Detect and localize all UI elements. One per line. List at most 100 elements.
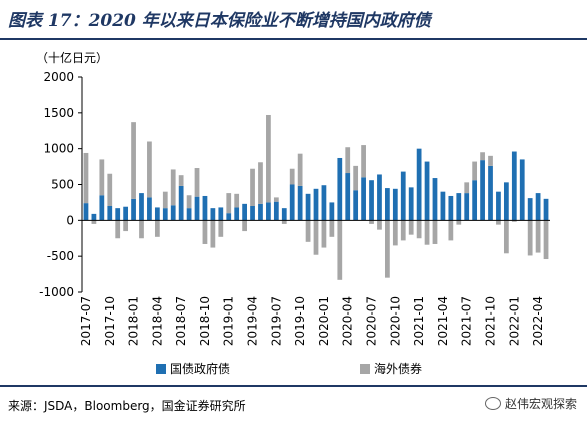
bar-overseas-bond — [385, 220, 390, 278]
bar-govt-bond — [186, 208, 192, 221]
x-tick-label: 2018-07 — [174, 296, 188, 346]
x-tick-label: 2019-07 — [269, 296, 283, 346]
bar-govt-bond — [400, 171, 406, 221]
bar-overseas-bond — [99, 159, 105, 196]
page-title: 图表 17：2020 年以来日本保险业不断增持国内政府债 — [8, 11, 431, 31]
y-unit-label: （十亿日元） — [36, 50, 108, 65]
bar-overseas-bond — [107, 173, 113, 206]
bar-overseas-bond — [139, 220, 144, 239]
bar-govt-bond — [543, 198, 549, 221]
bar-govt-bond — [329, 202, 335, 221]
bar-overseas-bond — [162, 191, 168, 209]
bar-govt-bond — [99, 195, 105, 221]
bar-govt-bond — [392, 188, 398, 221]
bar-overseas-bond — [503, 220, 509, 254]
bar-govt-bond — [440, 191, 446, 221]
title-bar: 图表 17：2020 年以来日本保险业不断增持国内政府债 — [0, 0, 587, 40]
bar-govt-bond — [83, 203, 89, 221]
y-tick-label: 1500 — [43, 106, 74, 120]
legend-label: 国债政府债 — [170, 361, 230, 376]
x-tick-label: 2022-01 — [507, 296, 521, 346]
source-bar: 来源：JSDA，Bloomberg，国金证券研究所 赵伟宏观探索 — [0, 385, 587, 423]
bar-govt-bond — [448, 195, 454, 221]
bar-govt-bond — [480, 160, 485, 221]
bar-overseas-bond — [178, 175, 184, 186]
bar-govt-bond — [170, 205, 176, 221]
bar-overseas-bond — [543, 220, 549, 260]
bar-overseas-bond — [527, 220, 533, 256]
bar-govt-bond — [154, 207, 160, 221]
bar-overseas-bond — [432, 220, 438, 244]
bar-overseas-bond — [337, 220, 343, 280]
x-tick-label: 2021-01 — [412, 296, 426, 346]
bar-overseas-bond — [369, 220, 374, 224]
bar-overseas-bond — [186, 195, 192, 209]
bar-govt-bond — [519, 159, 525, 221]
bar-govt-bond — [266, 202, 271, 221]
bar-govt-bond — [345, 173, 351, 221]
bar-govt-bond — [503, 182, 509, 221]
bar-overseas-bond — [250, 168, 255, 206]
x-tick-label: 2020-04 — [341, 296, 355, 346]
bar-overseas-bond — [535, 220, 541, 253]
bar-overseas-bond — [480, 152, 485, 161]
bar-overseas-bond — [448, 220, 454, 241]
bar-govt-bond — [131, 198, 136, 221]
bar-overseas-bond — [496, 220, 501, 225]
bar-overseas-bond — [456, 220, 462, 225]
bar-govt-bond — [385, 188, 390, 221]
bar-govt-bond — [162, 208, 168, 221]
chart: （十亿日元） -1000 -500 0 500 1000 1500 2000 2017-07 20… — [36, 50, 550, 376]
x-tick-label: 2021-04 — [436, 296, 450, 346]
x-tick-label: 2022-04 — [531, 296, 545, 346]
bar-overseas-bond — [226, 193, 232, 214]
bar-overseas-bond — [170, 169, 176, 206]
x-tick-label: 2017-07 — [79, 296, 93, 346]
bar-govt-bond — [535, 193, 541, 221]
bar-govt-bond — [464, 193, 470, 221]
bar-overseas-bond — [154, 220, 160, 237]
bar-overseas-bond — [234, 193, 240, 208]
bar-govt-bond — [313, 188, 319, 221]
bar-overseas-bond — [194, 168, 200, 197]
bar-govt-bond — [258, 203, 263, 221]
bar-overseas-bond — [424, 220, 430, 245]
bar-govt-bond — [210, 208, 216, 221]
x-tick-label: 2019-10 — [293, 296, 307, 346]
bar-govt-bond — [281, 208, 287, 221]
bar-govt-bond — [527, 198, 533, 221]
x-tick-label: 2018-10 — [198, 296, 212, 346]
bar-govt-bond — [488, 165, 493, 221]
bar-govt-bond — [139, 193, 144, 221]
bar-govt-bond — [242, 203, 247, 221]
bar-overseas-bond — [266, 114, 271, 203]
bar-govt-bond — [496, 191, 501, 221]
bar-overseas-bond — [329, 220, 335, 237]
bar-govt-bond — [289, 184, 295, 221]
bar-govt-bond — [273, 201, 279, 221]
bar-overseas-bond — [313, 220, 319, 255]
bar-overseas-bond — [289, 168, 295, 185]
bar-overseas-bond — [305, 220, 311, 242]
bar-govt-bond — [234, 207, 240, 221]
bar-overseas-bond — [353, 165, 359, 191]
bar-govt-bond — [361, 177, 366, 221]
bar-govt-bond — [107, 206, 113, 221]
bar-overseas-bond — [464, 182, 470, 194]
bar-overseas-bond — [321, 220, 327, 248]
y-tick-label: 0 — [66, 213, 74, 227]
legend-swatch — [156, 364, 166, 374]
bar-overseas-bond — [488, 155, 493, 166]
x-tick-label: 2020-07 — [365, 296, 379, 346]
bar-overseas-bond — [123, 220, 129, 232]
bar-overseas-bond — [472, 161, 478, 181]
bar-overseas-bond — [392, 220, 398, 246]
bar-govt-bond — [369, 180, 374, 221]
x-tick-label: 2021-07 — [460, 296, 474, 346]
bar-govt-bond — [218, 207, 224, 221]
legend: 国债政府债 海外债券 — [156, 361, 422, 376]
x-tick-label: 2018-01 — [127, 296, 141, 346]
y-tick-label: 1000 — [43, 142, 74, 156]
bar-overseas-bond — [210, 220, 216, 248]
bar-govt-bond — [377, 174, 382, 221]
